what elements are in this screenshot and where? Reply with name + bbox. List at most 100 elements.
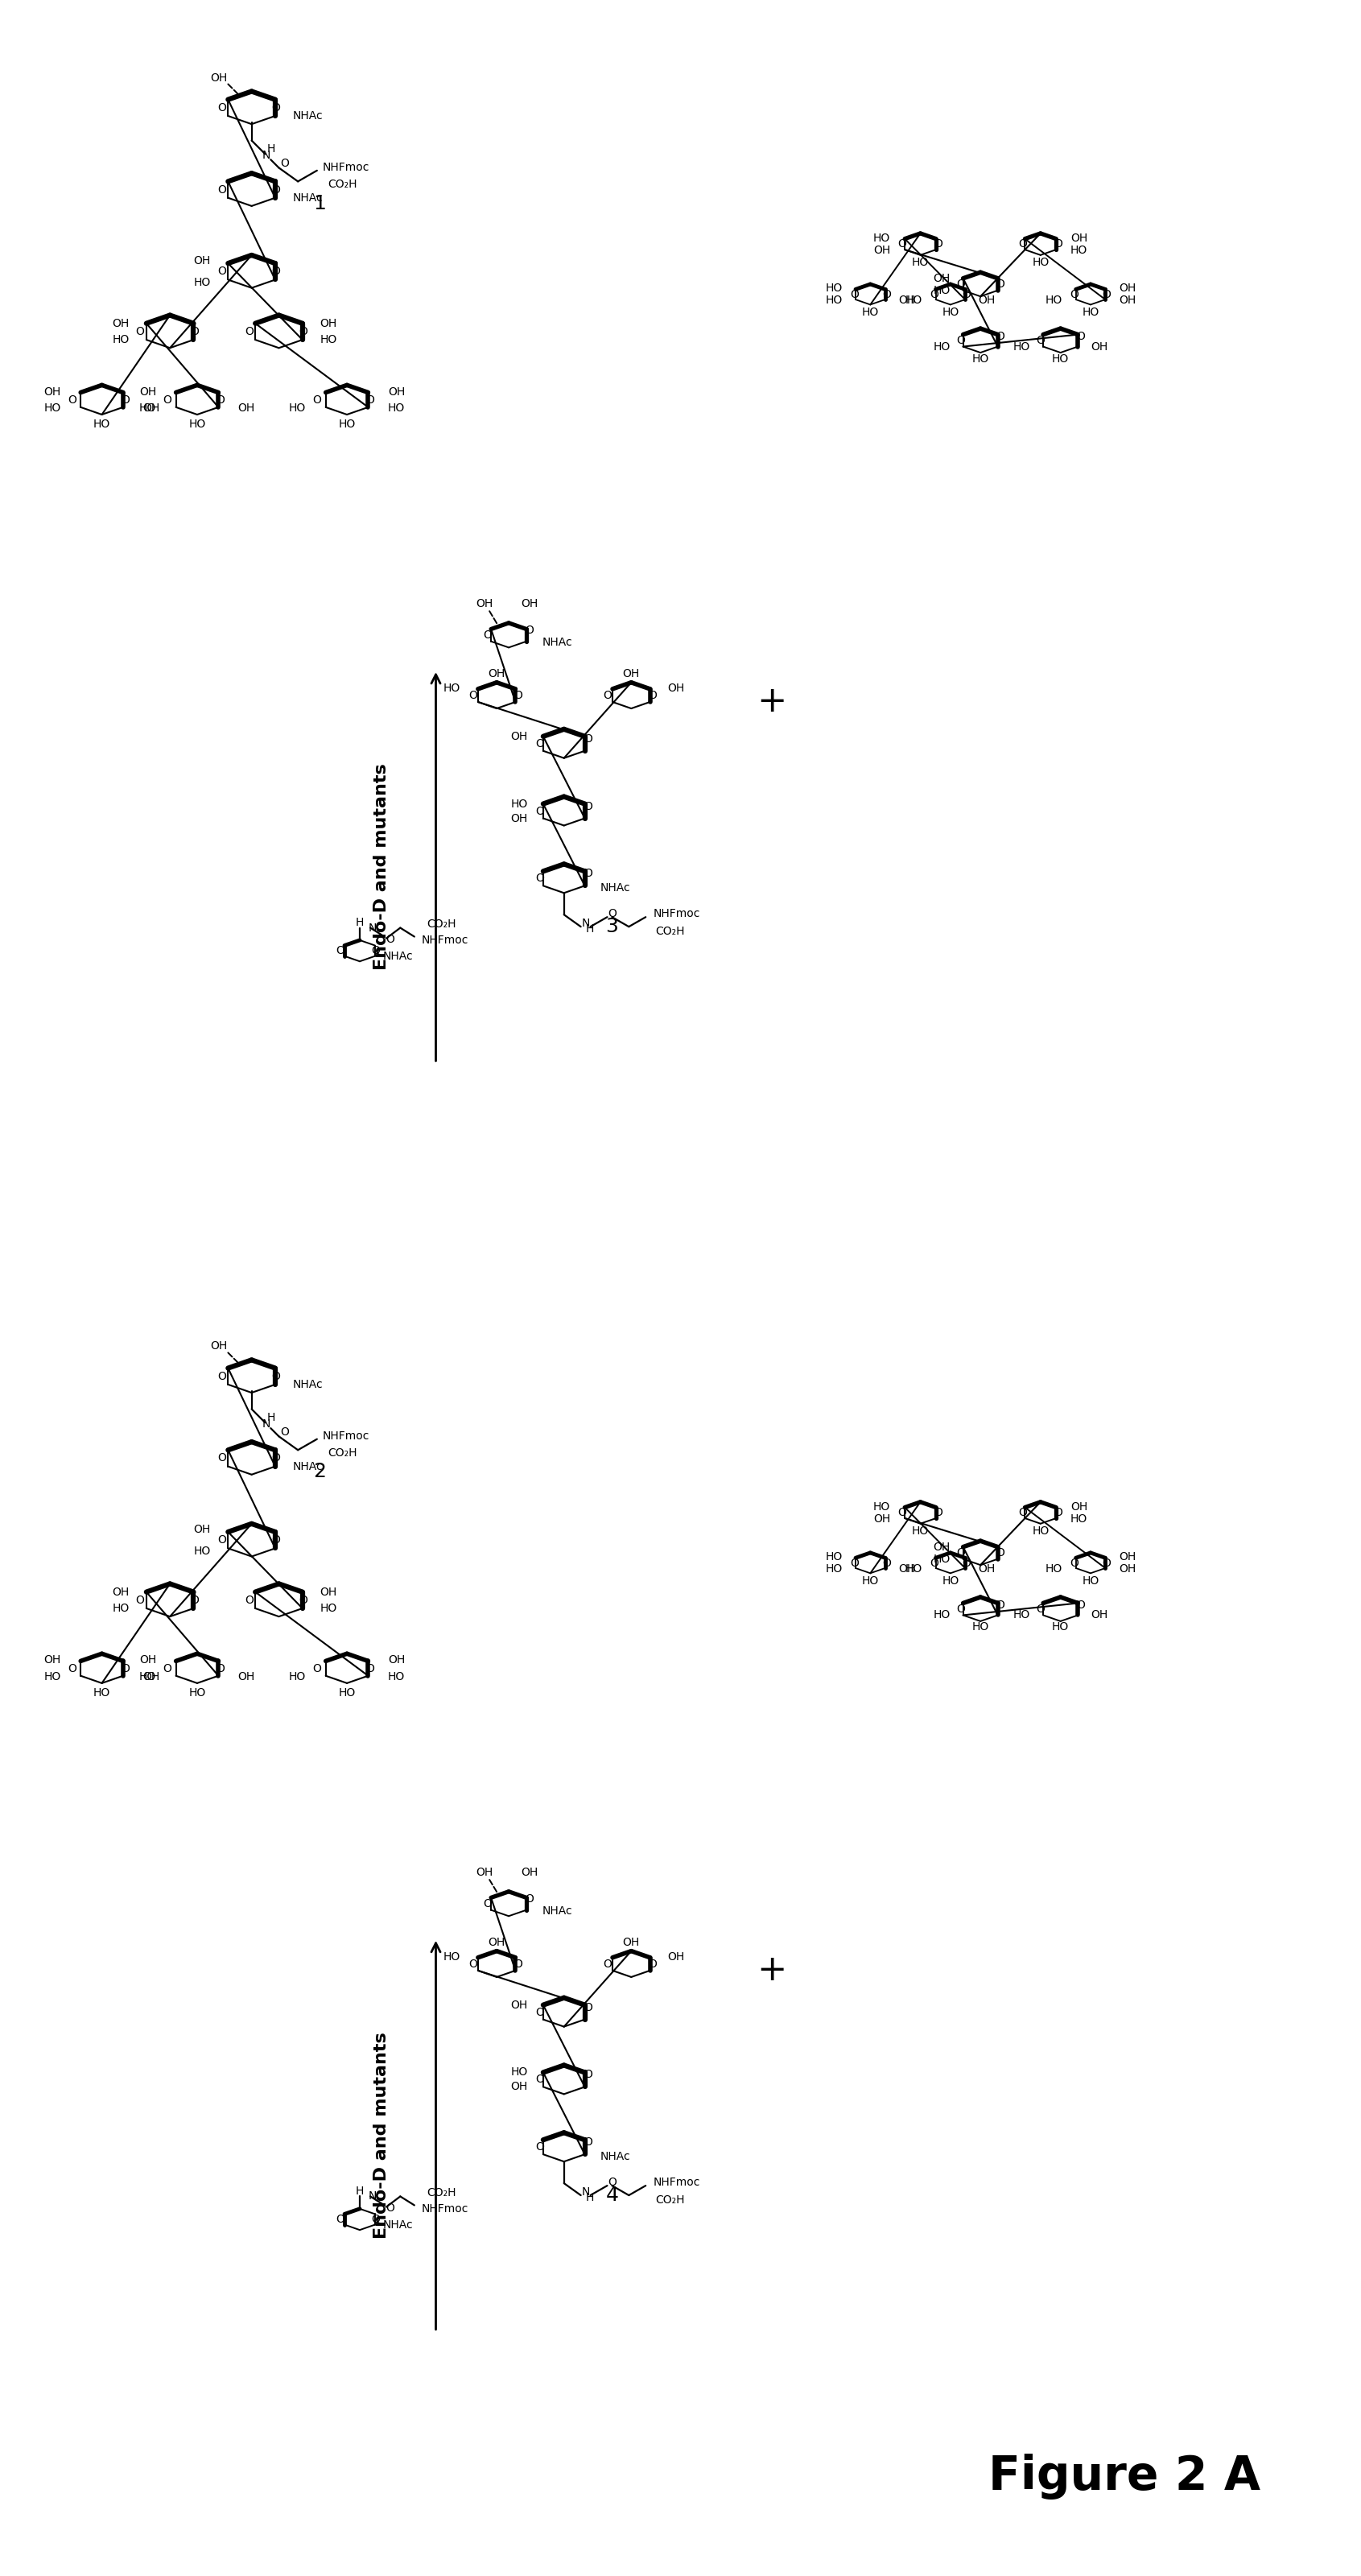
Text: O: O xyxy=(934,240,943,250)
Text: O: O xyxy=(536,2074,544,2087)
Text: OH: OH xyxy=(139,1654,157,1667)
Text: HO: HO xyxy=(862,307,879,317)
Text: O: O xyxy=(930,1558,939,1569)
Text: O: O xyxy=(584,2136,592,2148)
Text: NHFmoc: NHFmoc xyxy=(653,907,700,920)
Text: O: O xyxy=(372,945,380,956)
Text: OH: OH xyxy=(934,273,950,283)
Text: HO: HO xyxy=(825,283,842,294)
Text: O: O xyxy=(218,1453,226,1463)
Text: OH: OH xyxy=(510,1999,528,2012)
Text: O: O xyxy=(536,2007,544,2017)
Text: HO: HO xyxy=(1045,294,1063,307)
Text: O: O xyxy=(68,1662,76,1674)
Text: OH: OH xyxy=(238,1672,255,1682)
Text: O: O xyxy=(930,289,939,299)
Text: O: O xyxy=(525,1893,534,1904)
Text: NHFmoc: NHFmoc xyxy=(422,935,468,945)
Text: NHAc: NHAc xyxy=(293,193,323,204)
Text: O: O xyxy=(898,240,906,250)
Text: O: O xyxy=(955,1548,965,1558)
Text: HO: HO xyxy=(444,683,460,693)
Text: Endo-D and mutants: Endo-D and mutants xyxy=(373,762,389,969)
Text: HO: HO xyxy=(912,258,930,268)
Text: O: O xyxy=(191,1595,199,1605)
Text: H: H xyxy=(585,922,593,935)
Text: OH: OH xyxy=(874,1512,890,1525)
Text: O: O xyxy=(996,1548,1004,1558)
Text: O: O xyxy=(218,183,226,196)
Text: N: N xyxy=(369,922,377,933)
Text: O: O xyxy=(584,734,592,744)
Text: O: O xyxy=(1102,1558,1111,1569)
Text: NHAc: NHAc xyxy=(382,951,412,961)
Text: OH: OH xyxy=(44,1654,61,1667)
Text: 2: 2 xyxy=(313,1463,327,1481)
Text: H: H xyxy=(267,1412,275,1422)
Text: O: O xyxy=(996,1600,1004,1610)
Text: O: O xyxy=(514,690,523,701)
Text: O: O xyxy=(1036,335,1045,345)
Text: HO: HO xyxy=(510,799,528,809)
Text: HO: HO xyxy=(320,1602,336,1615)
Text: O: O xyxy=(272,103,280,113)
Text: O: O xyxy=(299,327,308,337)
Text: O: O xyxy=(536,737,544,750)
Text: OH: OH xyxy=(521,1868,538,1878)
Text: O: O xyxy=(385,933,395,945)
Text: Figure 2 A: Figure 2 A xyxy=(988,2452,1260,2499)
Text: HO: HO xyxy=(1014,340,1030,353)
Text: OH: OH xyxy=(139,386,157,397)
Text: O: O xyxy=(163,394,171,404)
Text: HO: HO xyxy=(905,294,923,307)
Text: H: H xyxy=(355,2184,363,2197)
Text: O: O xyxy=(849,1558,859,1569)
Text: O: O xyxy=(163,1662,171,1674)
Text: O: O xyxy=(955,335,965,345)
Text: O: O xyxy=(607,2177,617,2187)
Text: CO₂H: CO₂H xyxy=(328,1448,357,1458)
Text: OH: OH xyxy=(1119,283,1135,294)
Text: O: O xyxy=(1055,1507,1063,1517)
Text: HO: HO xyxy=(94,1687,110,1698)
Text: NHFmoc: NHFmoc xyxy=(653,2177,700,2187)
Text: O: O xyxy=(882,289,890,299)
Text: O: O xyxy=(372,2213,380,2226)
Text: OH: OH xyxy=(238,402,255,415)
Text: O: O xyxy=(136,1595,144,1605)
Text: NHAc: NHAc xyxy=(600,2151,630,2161)
Text: O: O xyxy=(272,265,280,278)
Text: OH: OH xyxy=(320,317,336,330)
Text: O: O xyxy=(280,157,289,170)
Text: HO: HO xyxy=(972,1620,989,1633)
Text: HO: HO xyxy=(320,335,336,345)
Text: NHAc: NHAc xyxy=(542,1906,573,1917)
Text: O: O xyxy=(121,1662,129,1674)
Text: O: O xyxy=(468,690,478,701)
Text: OH: OH xyxy=(1090,340,1108,353)
Text: N: N xyxy=(581,917,589,930)
Text: OH: OH xyxy=(320,1587,336,1597)
Text: OH: OH xyxy=(510,811,528,824)
Text: O: O xyxy=(514,1958,523,1971)
Text: OH: OH xyxy=(898,1564,916,1574)
Text: OH: OH xyxy=(898,294,916,307)
Text: HO: HO xyxy=(44,1672,61,1682)
Text: OH: OH xyxy=(1119,1564,1135,1574)
Text: O: O xyxy=(1018,1507,1026,1517)
Text: O: O xyxy=(603,1958,611,1971)
Text: OH: OH xyxy=(388,386,404,397)
Text: HO: HO xyxy=(193,1546,211,1556)
Text: O: O xyxy=(648,1958,657,1971)
Text: HO: HO xyxy=(905,1564,923,1574)
Text: NHAc: NHAc xyxy=(542,636,573,649)
Text: O: O xyxy=(136,327,144,337)
Text: NHAc: NHAc xyxy=(293,1461,323,1471)
Text: O: O xyxy=(536,2141,544,2154)
Text: NHAc: NHAc xyxy=(293,111,323,121)
Text: HO: HO xyxy=(193,276,211,289)
Text: OH: OH xyxy=(623,1937,640,1947)
Text: NHAc: NHAc xyxy=(600,884,630,894)
Text: H: H xyxy=(585,2192,593,2202)
Text: HO: HO xyxy=(388,1672,404,1682)
